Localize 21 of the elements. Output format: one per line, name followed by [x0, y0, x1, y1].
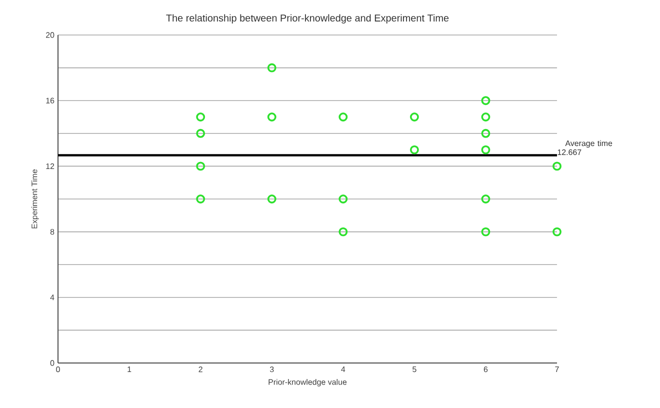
chart-title: The relationship between Prior-knowledge and Experiment Time: [166, 14, 449, 24]
point: [410, 145, 419, 154]
point: [338, 194, 348, 204]
point: [267, 112, 276, 122]
point: [410, 112, 419, 122]
point: [481, 145, 490, 154]
point: [481, 128, 490, 138]
point: [552, 162, 562, 171]
point: [196, 194, 206, 204]
point: [196, 162, 206, 171]
point: [196, 112, 206, 122]
point: [552, 227, 562, 236]
point: [338, 227, 348, 236]
point: [481, 227, 490, 236]
point: [481, 96, 490, 106]
point: [267, 194, 276, 204]
point: [267, 63, 276, 72]
point: [196, 128, 206, 138]
point: [481, 194, 490, 204]
point: [338, 112, 348, 122]
point: [481, 112, 490, 122]
